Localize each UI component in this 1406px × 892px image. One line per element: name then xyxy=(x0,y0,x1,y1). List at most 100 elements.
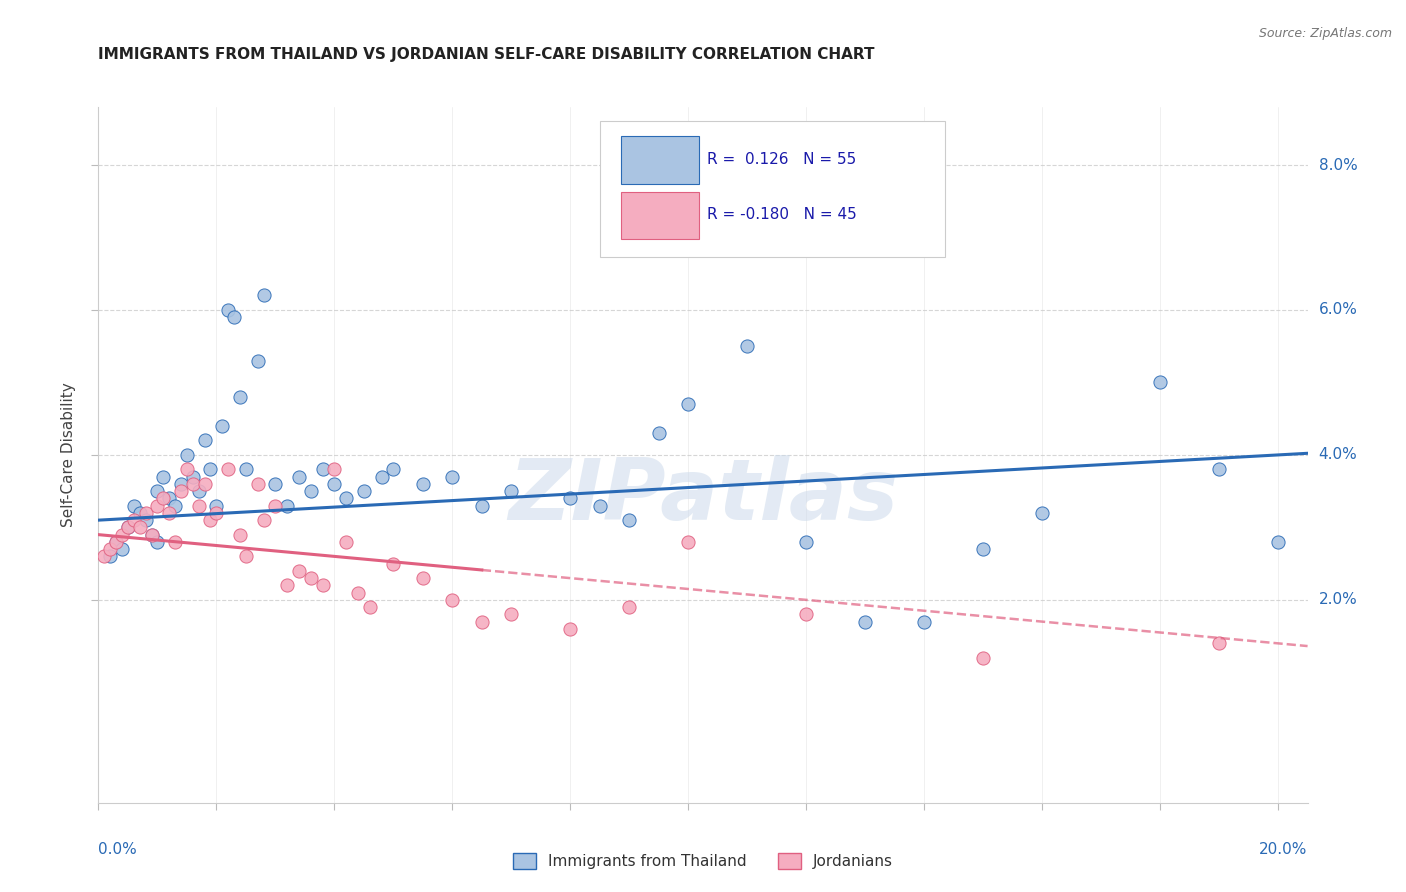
Point xyxy=(229,390,252,404)
Text: 0.0%: 0.0% xyxy=(98,842,138,856)
FancyBboxPatch shape xyxy=(621,192,699,239)
Point xyxy=(222,310,245,325)
Text: 6.0%: 6.0% xyxy=(1319,302,1358,318)
Point xyxy=(235,462,257,476)
Point xyxy=(648,426,671,441)
Point xyxy=(165,534,187,549)
Point xyxy=(353,484,375,499)
Point xyxy=(187,484,209,499)
Point xyxy=(105,534,128,549)
Point xyxy=(205,506,228,520)
Text: 4.0%: 4.0% xyxy=(1319,448,1357,462)
Point xyxy=(288,469,311,483)
Point xyxy=(176,448,198,462)
Point xyxy=(135,506,157,520)
Text: 2.0%: 2.0% xyxy=(1319,592,1357,607)
Point xyxy=(471,615,494,629)
Point xyxy=(141,527,163,541)
Point xyxy=(560,622,582,636)
Point xyxy=(560,491,582,506)
Point xyxy=(200,462,222,476)
Point xyxy=(176,462,198,476)
Point xyxy=(152,469,174,483)
Point xyxy=(501,607,523,622)
Point xyxy=(347,585,370,599)
Point xyxy=(157,506,180,520)
Point xyxy=(146,534,169,549)
Point xyxy=(619,513,641,527)
Point xyxy=(441,592,464,607)
Point xyxy=(128,506,150,520)
Point xyxy=(211,419,233,434)
Text: 8.0%: 8.0% xyxy=(1319,158,1357,172)
Point xyxy=(93,549,115,564)
Text: R = -0.180   N = 45: R = -0.180 N = 45 xyxy=(707,207,856,222)
Point xyxy=(276,499,298,513)
Text: 20.0%: 20.0% xyxy=(1260,842,1308,856)
Point xyxy=(157,491,180,506)
Text: R =  0.126   N = 55: R = 0.126 N = 55 xyxy=(707,152,856,167)
Point xyxy=(276,578,298,592)
Point xyxy=(335,534,357,549)
Point xyxy=(311,462,333,476)
Point xyxy=(619,600,641,615)
Point xyxy=(794,534,817,549)
Point xyxy=(98,549,121,564)
Point xyxy=(299,571,322,585)
Point xyxy=(117,520,139,534)
Point xyxy=(1208,462,1230,476)
Point xyxy=(187,499,209,513)
Point xyxy=(205,499,228,513)
Point xyxy=(194,476,217,491)
Point xyxy=(441,469,464,483)
Point xyxy=(181,469,204,483)
Point xyxy=(165,499,187,513)
Point xyxy=(170,476,193,491)
Point xyxy=(382,557,405,571)
FancyBboxPatch shape xyxy=(600,121,945,257)
Point xyxy=(111,542,134,557)
Point xyxy=(1149,376,1171,390)
Point xyxy=(370,469,392,483)
Point xyxy=(972,651,994,665)
Point xyxy=(122,499,145,513)
Point xyxy=(471,499,494,513)
Point xyxy=(181,476,204,491)
Text: ZIPatlas: ZIPatlas xyxy=(508,455,898,538)
Point xyxy=(252,513,274,527)
Point xyxy=(501,484,523,499)
Point xyxy=(264,476,287,491)
Point xyxy=(217,462,239,476)
Point xyxy=(111,527,134,541)
Point xyxy=(141,527,163,541)
Point xyxy=(412,476,434,491)
Point xyxy=(146,499,169,513)
Point xyxy=(152,491,174,506)
Point xyxy=(323,476,346,491)
Point xyxy=(128,520,150,534)
Point xyxy=(117,520,139,534)
Point xyxy=(105,534,128,549)
Point xyxy=(98,542,121,557)
Legend: Immigrants from Thailand, Jordanians: Immigrants from Thailand, Jordanians xyxy=(508,847,898,875)
Point xyxy=(735,339,758,353)
Text: IMMIGRANTS FROM THAILAND VS JORDANIAN SELF-CARE DISABILITY CORRELATION CHART: IMMIGRANTS FROM THAILAND VS JORDANIAN SE… xyxy=(98,47,875,62)
Point xyxy=(122,513,145,527)
Point xyxy=(912,615,935,629)
Point xyxy=(264,499,287,513)
Point xyxy=(972,542,994,557)
Point xyxy=(246,353,269,368)
Point xyxy=(288,564,311,578)
Point xyxy=(853,615,876,629)
Point xyxy=(1208,636,1230,650)
Point xyxy=(678,397,700,411)
Point xyxy=(170,484,193,499)
Point xyxy=(217,303,239,318)
Point xyxy=(412,571,434,585)
Point xyxy=(146,484,169,499)
Point xyxy=(589,499,612,513)
Point xyxy=(794,607,817,622)
FancyBboxPatch shape xyxy=(621,136,699,184)
Point xyxy=(235,549,257,564)
Point xyxy=(135,513,157,527)
